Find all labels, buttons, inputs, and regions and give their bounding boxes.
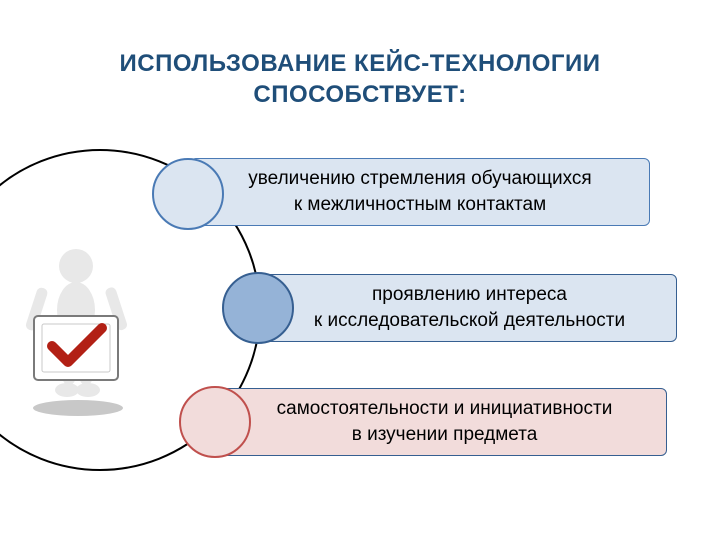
item-circle-1 (152, 158, 224, 230)
item-1-line2: к межличностным контактам (248, 192, 591, 218)
title-line2: СПОСОБСТВУЕТ: (0, 79, 720, 110)
checkmark-board (34, 316, 118, 380)
item-3-line1: самостоятельности и инициативности (277, 396, 613, 422)
item-bar-2: проявлению интереса к исследовательской … (262, 274, 677, 342)
page-title: ИСПОЛЬЗОВАНИЕ КЕЙС-ТЕХНОЛОГИИ СПОСОБСТВУ… (0, 0, 720, 110)
shadow-icon (33, 400, 123, 416)
character-figure (18, 238, 138, 418)
item-circle-2 (222, 272, 294, 344)
item-3-line2: в изучении предмета (277, 422, 613, 448)
item-2-line2: к исследовательской деятельности (314, 308, 625, 334)
item-circle-3 (179, 386, 251, 458)
item-1-line1: увеличению стремления обучающихся (248, 166, 591, 192)
title-line1: ИСПОЛЬЗОВАНИЕ КЕЙС-ТЕХНОЛОГИИ (0, 48, 720, 79)
item-2-line1: проявлению интереса (314, 282, 625, 308)
item-bar-3: самостоятельности и инициативности в изу… (222, 388, 667, 456)
character-svg (18, 238, 138, 418)
item-bar-1: увеличению стремления обучающихся к межл… (190, 158, 650, 226)
